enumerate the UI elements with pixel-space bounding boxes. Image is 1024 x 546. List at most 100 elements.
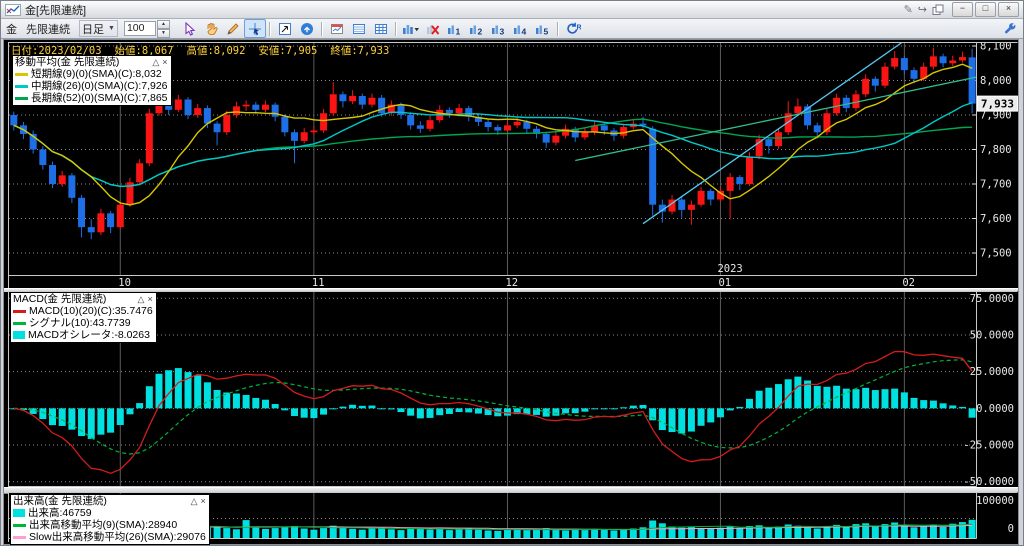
toolbar: 金 先限連続 日足 ▼ 100 ▲ ▼ 1 2 3 4 5 R [1,19,1023,39]
svg-text:11: 11 [312,277,325,288]
wrench-icon[interactable] [1004,22,1017,35]
bar-count-value: 100 [123,21,156,36]
macd-line-label: MACD(10)(20)(C):35.7476 [29,305,153,317]
info-low: 安値:7,905 [258,45,318,57]
svg-text:1: 1 [456,26,461,36]
svg-text:02: 02 [902,277,915,288]
volume-ma26-label: Slow出来高移動平均(26)(SMA):29076 [29,531,206,543]
layout-1-icon[interactable]: 1 [444,19,466,38]
maximize-button[interactable]: □ [975,2,996,17]
svg-text:10: 10 [118,277,131,288]
volume-label: 出来高:46759 [28,507,92,519]
chart-area: 日付:2023/02/03 始値:8,067 高値:8,092 安値:7,905 終値:… [3,39,1019,545]
svg-text:25.0000: 25.0000 [970,366,1014,378]
ma-mid-marker [15,84,28,88]
svg-text:7,700: 7,700 [980,179,1012,191]
macd-chart[interactable]: 75.0000 50.0000 25.0000 0.0000 -25.0000 -50.0… [8,291,1018,487]
svg-text:0.0000: 0.0000 [976,403,1014,415]
layout-5-icon[interactable]: 5 [532,19,554,38]
svg-text:7,600: 7,600 [980,213,1012,225]
legend-collapse-icon[interactable]: △ [137,294,145,304]
pan-hand-icon[interactable] [200,19,222,38]
layers-icon[interactable] [932,4,944,16]
svg-text:7,800: 7,800 [980,144,1012,156]
svg-text:8,000: 8,000 [980,75,1012,87]
remove-indicator-icon[interactable] [422,19,444,38]
spin-up-icon[interactable]: ▲ [156,19,170,29]
crosshair-tool-icon[interactable] [243,19,266,38]
layout-2-icon[interactable]: 2 [466,19,488,38]
chart-line-icon [5,3,21,16]
macd-signal-marker [13,321,26,325]
legend-close-icon[interactable]: × [200,496,206,506]
grid-settings-icon[interactable] [370,19,392,38]
panel-splitter-1[interactable] [4,288,1018,292]
close-button[interactable]: × [998,2,1019,17]
ma-legend[interactable]: 移動平均(金 先限連続) △ × 短期線(9)(0)(SMA)(C):8,032… [12,55,172,106]
pen-icon[interactable]: ✎ [903,4,913,16]
legend-close-icon[interactable]: × [147,294,153,304]
macd-legend-title: MACD(金 先限連続) [13,293,107,305]
volume-ma9-label: 出来高移動平均(9)(SMA):28940 [29,519,178,531]
minimize-button[interactable]: − [952,2,973,17]
chart-pointer-icon[interactable] [274,19,296,38]
redo-icon[interactable]: ↪ [917,4,927,16]
svg-text:0: 0 [1008,523,1014,535]
window-title: 金[先限連続] [25,4,87,17]
toolbar-separator [320,21,323,36]
data-table-icon[interactable] [348,19,370,38]
legend-close-icon[interactable]: × [162,57,168,67]
info-date: 日付:2023/02/03 [11,45,102,57]
macd-osc-label: MACDオシレータ:-8.0263 [28,329,150,341]
svg-text:7,900: 7,900 [980,110,1012,122]
svg-text:-25.0000: -25.0000 [963,440,1014,452]
jump-latest-icon[interactable] [296,19,318,38]
layout-4-icon[interactable]: 4 [510,19,532,38]
toolbar-icon-group: 1 2 3 4 5 R [178,19,584,38]
draw-line-icon[interactable] [222,19,244,38]
svg-text:7,500: 7,500 [980,248,1012,260]
macd-osc-marker [13,331,25,339]
volume-marker [13,509,25,517]
titlebar[interactable]: 金[先限連続] ✎ ↪ − □ × [1,1,1023,19]
timeframe-dropdown[interactable]: 日足 ▼ [79,20,118,37]
candlestick-chart[interactable]: 8,100 8,000 7,900 7,800 7,700 7,600 7,500 10 11 1… [8,42,1018,288]
ma-long-label: 長期線(52)(0)(SMA)(C):7,865 [31,92,168,104]
select-tool-icon[interactable] [178,19,200,38]
info-close: 終値:7,933 [330,45,390,57]
reload-icon[interactable]: R [562,19,584,38]
svg-text:3: 3 [500,26,505,36]
contract-label: 先限連続 [26,23,70,36]
spin-down-icon[interactable]: ▼ [156,28,170,38]
ma-mid-label: 中期線(26)(0)(SMA)(C):7,926 [31,80,168,92]
svg-text:50.0000: 50.0000 [970,329,1014,341]
svg-text:8,100: 8,100 [980,42,1012,53]
legend-collapse-icon[interactable]: △ [190,496,198,506]
layout-3-icon[interactable]: 3 [488,19,510,38]
legend-collapse-icon[interactable]: △ [152,57,160,67]
ma-long-marker [15,96,28,100]
bar-count-spinner[interactable]: 100 ▲ ▼ [123,19,170,38]
chart-style-dropdown-icon[interactable] [400,19,422,38]
info-high: 高値:8,092 [186,45,246,57]
svg-text:2: 2 [478,26,483,36]
volume-ma26-marker [13,535,26,539]
svg-text:7,933: 7,933 [981,98,1014,111]
toolbar-separator [394,21,397,36]
svg-text:75.0000: 75.0000 [970,293,1014,305]
svg-text:R: R [577,24,582,31]
svg-text:-50.0000: -50.0000 [963,476,1014,487]
svg-text:5: 5 [544,26,549,36]
volume-ma9-marker [13,523,26,527]
macd-legend[interactable]: MACD(金 先限連続) △ × MACD(10)(20)(C):35.7476… [10,292,157,343]
new-chart-window-icon[interactable] [326,19,348,38]
macd-signal-label: シグナル(10):43.7739 [29,317,131,329]
ma-legend-title: 移動平均(金 先限連続) [15,56,120,68]
svg-text:100000: 100000 [976,495,1014,507]
toolbar-separator [556,21,559,36]
volume-legend-title: 出来高(金 先限連続) [13,495,107,507]
ma-short-label: 短期線(9)(0)(SMA)(C):8,032 [31,68,162,80]
volume-legend[interactable]: 出来高(金 先限連続) △ × 出来高:46759 出来高移動平均(9)(SMA… [10,494,210,545]
toolbar-separator [268,21,271,36]
